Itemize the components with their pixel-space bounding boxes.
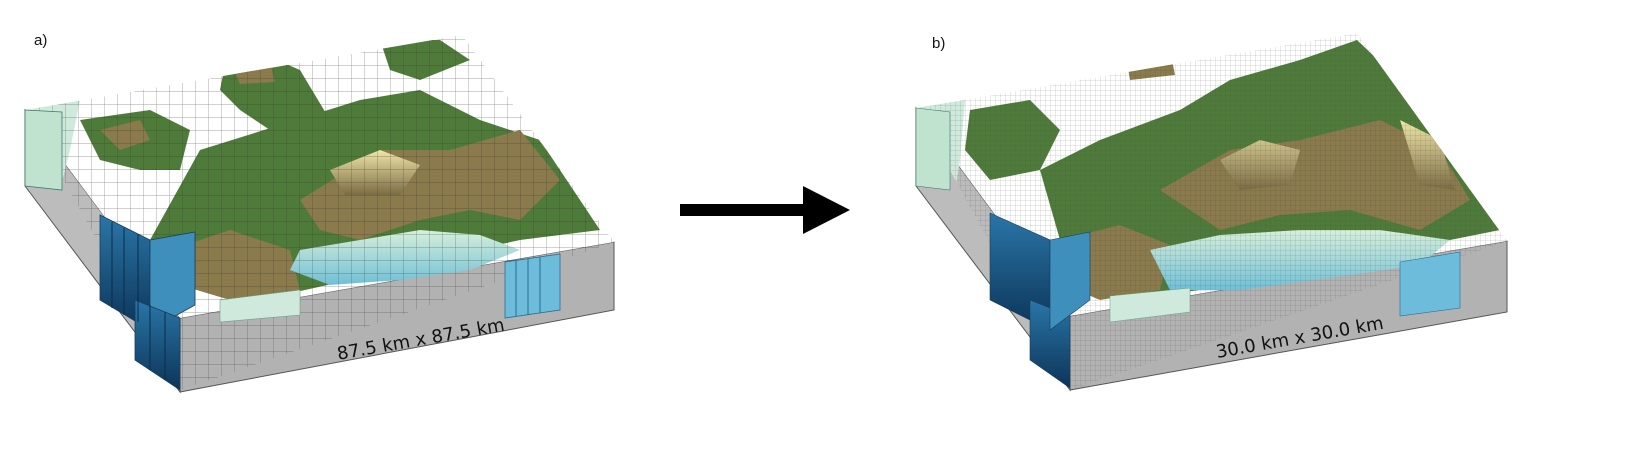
panel-a-block: 87.5 km x 87.5 km (24, 35, 615, 394)
panel-b-deep-columns (989, 212, 1091, 389)
panel-b-shallow-columns (915, 107, 1461, 323)
right-arrow-icon (680, 186, 850, 234)
panel-a-label: a) (34, 32, 48, 49)
panel-a-shallow-columns (24, 109, 561, 323)
panel-a-deep-columns (99, 214, 196, 391)
panel-b-block: 30.0 km x 30.0 km (915, 33, 1508, 392)
panel-b-label: b) (932, 35, 946, 52)
